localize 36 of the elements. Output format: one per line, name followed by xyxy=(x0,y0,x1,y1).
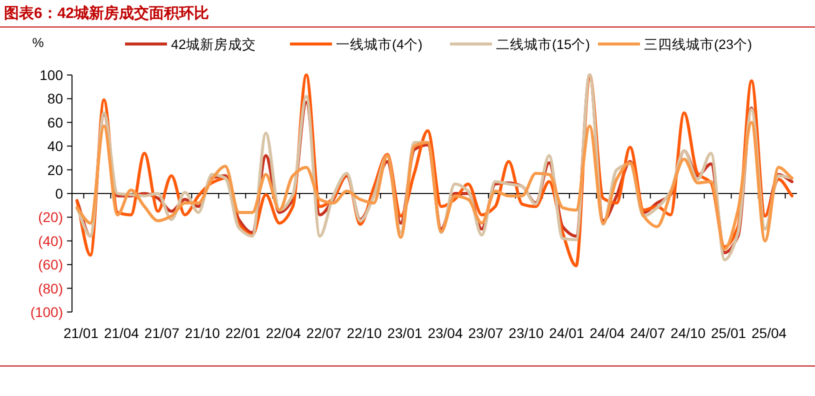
y-tick-label: (40) xyxy=(38,232,63,249)
legend-label: 一线城市(4个) xyxy=(336,37,422,52)
x-tick-label: 25/01 xyxy=(711,325,746,341)
x-tick-label: 22/04 xyxy=(266,325,302,341)
x-tick-label: 23/01 xyxy=(387,325,422,341)
legend-label: 二线城市(15个) xyxy=(496,37,590,52)
y-tick-label: 100 xyxy=(40,67,64,83)
x-tick-label: 22/01 xyxy=(225,325,261,341)
x-tick-label: 24/07 xyxy=(630,325,666,341)
y-axis-title: % xyxy=(32,35,44,50)
legend-label: 三四线城市(23个) xyxy=(644,37,752,52)
x-tick-label: 21/04 xyxy=(104,325,140,341)
x-tick-label: 22/07 xyxy=(306,325,342,341)
x-tick-label: 21/07 xyxy=(144,325,180,341)
y-tick-label: 80 xyxy=(47,90,64,107)
x-tick-label: 22/10 xyxy=(346,325,382,341)
x-tick-label: 21/01 xyxy=(63,325,99,341)
y-tick-label: (60) xyxy=(38,256,63,273)
y-tick-label: (20) xyxy=(38,209,63,226)
x-tick-label: 23/07 xyxy=(468,325,504,341)
x-tick-label: 24/10 xyxy=(670,325,706,341)
y-tick-label: 0 xyxy=(55,186,64,202)
x-tick-label: 23/04 xyxy=(428,325,463,341)
line-series xyxy=(75,120,794,251)
x-tick-label: 24/01 xyxy=(549,325,584,341)
y-tick-label: (100) xyxy=(30,304,63,320)
x-tick-label: 21/10 xyxy=(184,325,220,341)
y-tick-label: 20 xyxy=(47,162,64,178)
legend-label: 42城新房成交 xyxy=(171,37,256,52)
chart-title: 图表6：42城新房成交面积环比 xyxy=(4,4,210,22)
x-tick-label: 25/04 xyxy=(752,325,787,341)
x-tick-label: 24/04 xyxy=(590,325,625,341)
y-tick-label: 60 xyxy=(47,114,64,130)
x-tick-label: 23/10 xyxy=(508,325,544,341)
y-tick-label: (80) xyxy=(38,280,63,296)
y-tick-label: 40 xyxy=(47,138,64,154)
